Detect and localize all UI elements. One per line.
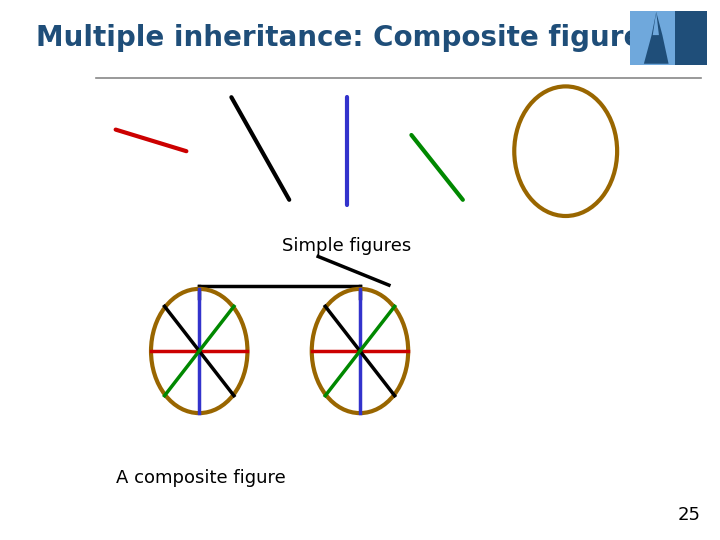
- Text: 25: 25: [678, 506, 701, 524]
- FancyBboxPatch shape: [630, 11, 678, 65]
- Text: Simple figures: Simple figures: [282, 237, 412, 255]
- Text: Multiple inheritance: Composite figures: Multiple inheritance: Composite figures: [36, 24, 659, 52]
- FancyBboxPatch shape: [675, 11, 707, 65]
- Polygon shape: [644, 12, 669, 64]
- Polygon shape: [653, 12, 659, 35]
- Text: A composite figure: A composite figure: [116, 469, 285, 487]
